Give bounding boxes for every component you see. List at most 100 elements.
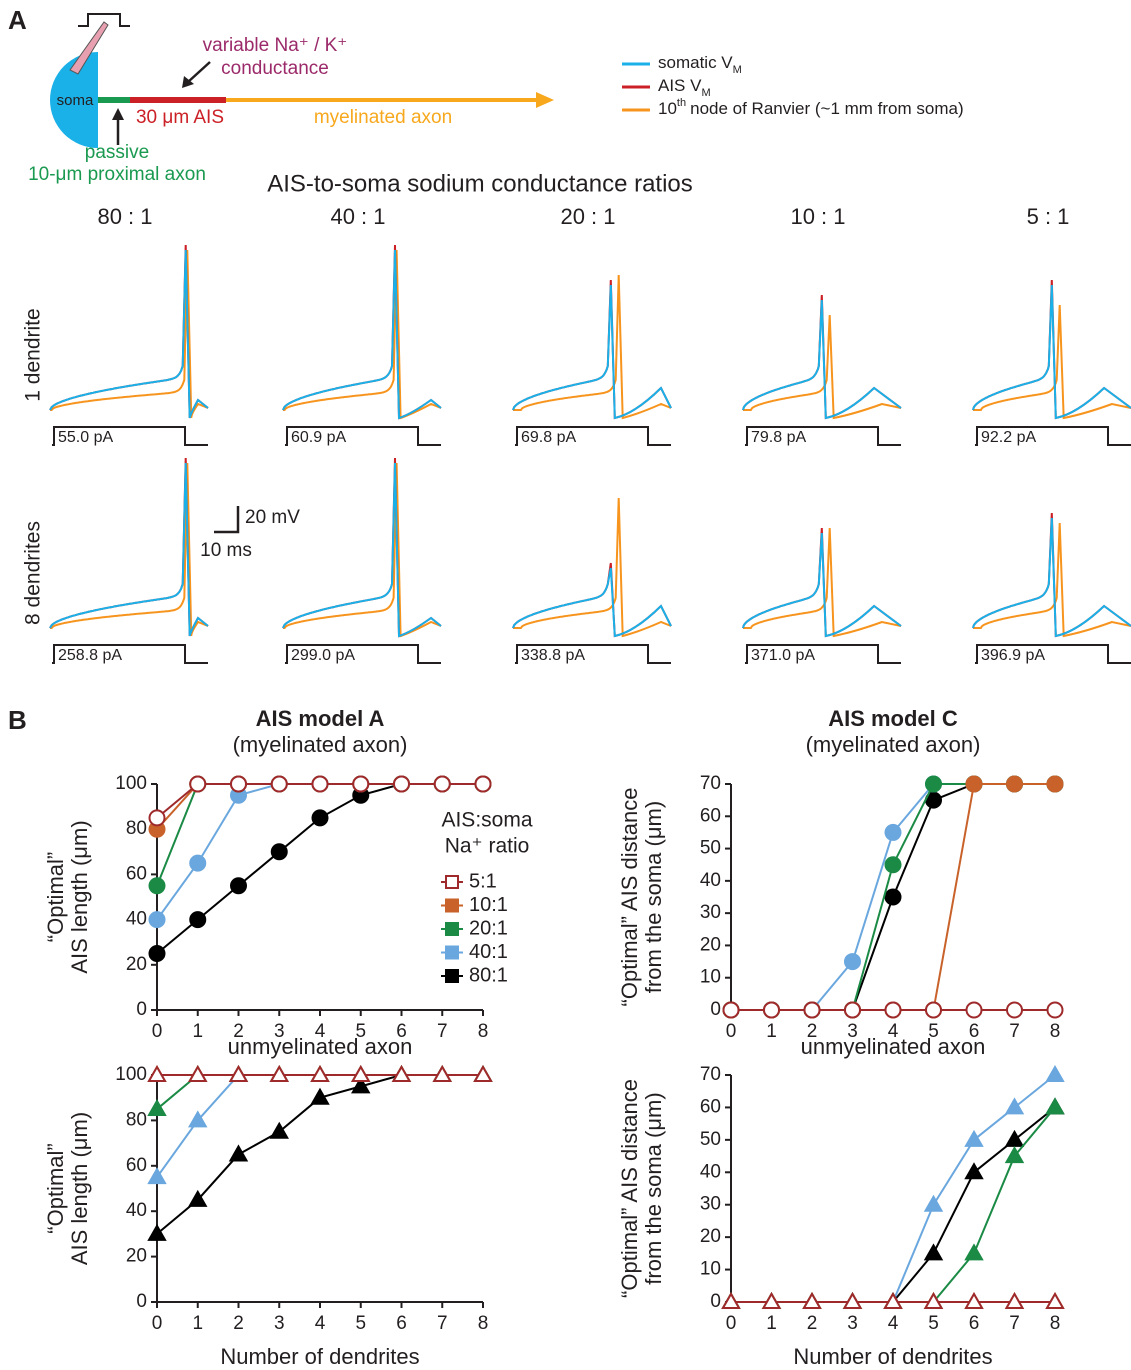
x-axis-label: Number of dendrites [793, 1344, 992, 1369]
x-tick-label: 5 [355, 1313, 366, 1334]
arrow [187, 61, 211, 83]
marker [1045, 1097, 1065, 1115]
marker [1046, 775, 1064, 793]
trace-soma [282, 249, 442, 420]
y-tick-label: 0 [710, 999, 721, 1020]
marker [965, 775, 983, 793]
legend-text: somatic V [658, 53, 733, 72]
y-axis-label: AIS length (μm) [67, 820, 92, 973]
y-tick-label: 70 [700, 773, 721, 794]
trace-soma [512, 284, 672, 420]
trace-node [50, 462, 209, 637]
trace-soma [512, 567, 672, 638]
x-tick-label: 2 [807, 1313, 818, 1334]
legend-text: node of Ranvier (~1 mm from soma) [690, 99, 964, 118]
current-label: 299.0 pA [291, 647, 355, 664]
y-tick-label: 20 [700, 1226, 721, 1247]
legend-label: 20:1 [469, 917, 508, 939]
x-tick-label: 5 [928, 1021, 939, 1042]
marker [803, 1001, 821, 1019]
marker [1004, 1291, 1025, 1309]
marker [1045, 1064, 1065, 1082]
x-tick-label: 7 [437, 1021, 448, 1042]
marker [432, 1064, 452, 1082]
y-axis-label: “Optimal” AIS distance [617, 788, 642, 1007]
marker [189, 775, 207, 793]
stimulus-trace [975, 644, 1131, 664]
stimulus-trace [52, 644, 208, 664]
y-tick-label: 50 [700, 1129, 721, 1150]
legend-label: 80:1 [469, 964, 508, 986]
x-tick-label: 2 [233, 1021, 244, 1042]
ais-label: 30 μm AIS [136, 107, 224, 128]
x-tick-label: 7 [1009, 1021, 1020, 1042]
marker [721, 1291, 741, 1309]
myelin-label: myelinated axon [314, 107, 452, 128]
x-tick-label: 5 [355, 1021, 366, 1042]
y-tick-label: 20 [700, 934, 721, 955]
marker [269, 1121, 289, 1139]
x-tick-label: 8 [478, 1021, 489, 1042]
ratio-label: 80 : 1 [97, 204, 152, 229]
current-label: 69.8 pA [521, 429, 576, 446]
legend-label: 5:1 [469, 870, 497, 892]
y-tick-label: 30 [700, 902, 721, 923]
chart-title: unmyelinated axon [801, 1034, 986, 1059]
soma-label: soma [57, 92, 94, 109]
legend-label: 10:1 [469, 894, 508, 916]
trace-soma [742, 299, 902, 420]
marker [433, 775, 451, 793]
chart-subtitle: (myelinated axon) [233, 732, 408, 757]
legend-marker [445, 922, 459, 936]
marker [393, 775, 410, 793]
marker [925, 1001, 942, 1019]
scale-time: 10 ms [200, 540, 252, 561]
y-tick-label: 100 [115, 1064, 147, 1085]
marker [1006, 1001, 1023, 1019]
x-tick-label: 4 [315, 1021, 326, 1042]
legend-label: somatic VM [658, 53, 742, 75]
legend-text: M [701, 87, 710, 99]
marker [964, 1291, 984, 1309]
x-tick-label: 8 [478, 1313, 489, 1334]
marker [270, 775, 288, 793]
marker [964, 1129, 984, 1147]
chart-subtitle: (myelinated axon) [806, 732, 981, 757]
y-tick-label: 80 [126, 1109, 147, 1130]
legend-marker [445, 969, 459, 983]
trace-soma [972, 284, 1131, 420]
marker [473, 1064, 493, 1082]
y-tick-label: 60 [126, 863, 147, 884]
legend-label: 40:1 [469, 941, 508, 963]
marker [884, 1001, 902, 1019]
ratio-label: 20 : 1 [560, 204, 615, 229]
marker [1004, 1146, 1025, 1164]
stimulus-trace [515, 426, 671, 446]
y-axis-label: from the soma (μm) [641, 801, 666, 993]
conductance-label: conductance [221, 58, 329, 79]
trace-node [283, 249, 442, 420]
legend-text: th [677, 97, 686, 109]
legend-text: AIS V [658, 76, 702, 95]
marker [923, 1194, 944, 1212]
marker [844, 1001, 861, 1019]
x-tick-label: 2 [233, 1313, 244, 1334]
trace-soma [972, 517, 1131, 638]
marker [228, 1064, 249, 1082]
schematic: soma variable Na⁺ / K⁺ conductance 30 μm… [28, 13, 554, 185]
marker [230, 775, 247, 793]
marker [1004, 1129, 1025, 1147]
arrowhead [182, 76, 194, 88]
ratio-label: 10 : 1 [790, 204, 845, 229]
legend-marker [445, 898, 459, 913]
y-tick-label: 20 [126, 1246, 147, 1267]
x-tick-label: 6 [396, 1021, 407, 1042]
marker [1006, 775, 1023, 793]
legend-title: AIS:soma [441, 809, 532, 832]
y-tick-label: 20 [126, 954, 147, 975]
current-label: 79.8 pA [751, 429, 806, 446]
marker [310, 1087, 330, 1105]
proximal-label: passive [85, 142, 149, 163]
marker [763, 1001, 780, 1019]
marker [884, 823, 902, 841]
